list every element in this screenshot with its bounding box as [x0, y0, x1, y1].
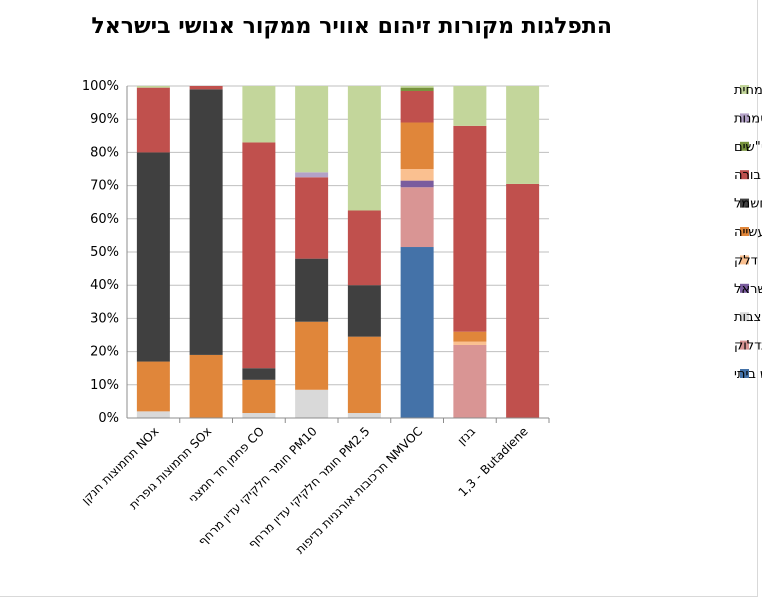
bar-segment	[506, 183, 540, 418]
y-tick-label: 80%	[90, 145, 119, 160]
bar-segment	[400, 86, 434, 88]
y-tick-label: 30%	[90, 311, 119, 326]
legend-label: תחבורה	[734, 168, 762, 183]
legend-marker	[740, 170, 749, 180]
legend-label: תעשייה	[734, 225, 762, 240]
legend-label: שימוש ביתי	[734, 367, 762, 382]
bar-segment	[453, 125, 487, 332]
y-tick-label: 100%	[82, 79, 119, 94]
bar-segment	[400, 187, 434, 248]
bar-segment	[189, 86, 223, 90]
y-tick-label: 60%	[90, 212, 119, 227]
chart-title: התפלגות מקורות זיהום אוויר ממקור אנושי ב…	[91, 14, 612, 39]
bar-segment	[295, 389, 329, 418]
bar-segment	[400, 180, 434, 188]
legend-label: מטמנות	[734, 111, 762, 126]
legend-marker	[740, 255, 749, 265]
legend-marker	[740, 113, 749, 123]
bar-segment	[400, 122, 434, 169]
legend-label: יערות קרן קיימת לישראל	[734, 282, 762, 297]
legend-marker	[740, 340, 749, 350]
bar-segment	[453, 86, 487, 126]
y-tick-label: 40%	[90, 278, 119, 293]
bar-segment	[400, 87, 434, 91]
bar-segment	[347, 86, 381, 211]
bar-segment	[242, 379, 276, 414]
bar-segment	[189, 89, 223, 355]
bar-segment	[136, 361, 170, 412]
bar-segment	[136, 87, 170, 153]
bar-segment	[295, 86, 329, 173]
bar-segment	[136, 86, 170, 88]
bar-segment	[506, 86, 540, 184]
legend-marker	[740, 85, 749, 94]
legend-marker	[740, 198, 749, 208]
bar-segment	[136, 411, 170, 418]
y-tick-label: 70%	[90, 179, 119, 194]
legend-marker	[740, 227, 749, 236]
x-category-label: בנזן	[455, 424, 478, 447]
bar-segment	[400, 247, 434, 418]
legend-marker	[740, 141, 749, 151]
bar-segment	[453, 341, 487, 345]
legend-label: שריפת פסולת צמחית	[734, 83, 762, 98]
bar-segment	[347, 413, 381, 418]
bar-segment	[136, 152, 170, 362]
bar-segment	[295, 321, 329, 390]
bar-segment	[295, 172, 329, 178]
legend-marker	[740, 283, 749, 293]
bar-segment	[347, 210, 381, 286]
bar-segment	[453, 344, 487, 418]
bar-segment	[400, 169, 434, 181]
legend-label: מחצבות	[734, 310, 762, 325]
bar-segment	[189, 354, 223, 418]
legend: שריפת פסולת צמחית מטמנות מט"שים תחבורה ייצור…	[734, 83, 762, 382]
legend-label: ייצור חשמל	[734, 197, 762, 212]
legend-marker	[740, 369, 749, 378]
bar-segment	[242, 86, 276, 143]
bar-segment	[295, 258, 329, 322]
legend-marker	[740, 312, 749, 322]
y-tick-label: 10%	[90, 378, 119, 393]
bar-segment	[347, 285, 381, 337]
y-tick-label: 50%	[90, 245, 119, 260]
y-tick-label: 20%	[90, 345, 119, 360]
bar-segment	[347, 336, 381, 414]
bar-segment	[242, 413, 276, 418]
bar-segment	[242, 368, 276, 380]
bars	[136, 86, 540, 418]
bar-segment	[242, 142, 276, 369]
y-tick-label: 0%	[98, 411, 119, 426]
legend-label: חוות מכלי דלק	[734, 253, 762, 268]
bar-segment	[295, 177, 329, 259]
bar-segment	[400, 90, 434, 123]
y-tick-label: 90%	[90, 112, 119, 127]
legend-label: מט"שים	[734, 140, 762, 155]
bar-segment	[453, 331, 487, 342]
